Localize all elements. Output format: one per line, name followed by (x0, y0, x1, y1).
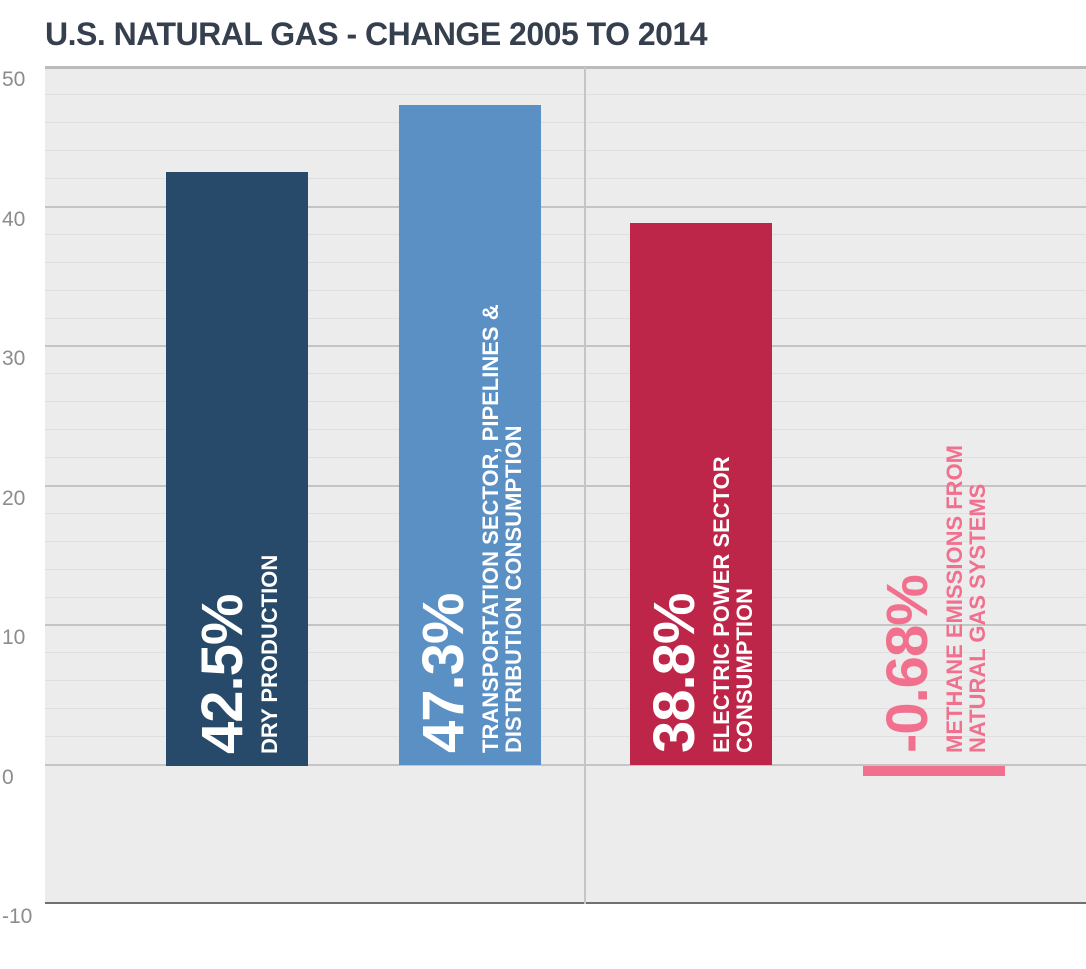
minor-gridline (45, 736, 1086, 738)
major-gridline (45, 66, 1086, 69)
major-gridline (45, 624, 1086, 626)
bar-label-methane-emissions-natural-gas-systems: -0.68% METHANE EMISSIONS FROM NATURAL GAS … (875, 444, 990, 753)
bar-value-label: -0.68% (875, 574, 940, 753)
y-tick-label: 0 (2, 765, 14, 789)
bar-category-label: METHANE EMISSIONS FROM NATURAL GAS SYSTEM… (942, 444, 990, 753)
minor-gridline (45, 708, 1086, 710)
minor-gridline (45, 652, 1086, 654)
minor-gridline (45, 122, 1086, 124)
minor-gridline (45, 233, 1086, 235)
bar-dry-production: 42.5% DRY PRODUCTION (166, 171, 308, 766)
plot-area: 42.5% DRY PRODUCTION 47.3% TRANSPORTATION S… (45, 66, 1086, 904)
minor-gridline (45, 317, 1086, 319)
y-tick-label: -10 (2, 905, 33, 928)
major-gridline (45, 484, 1086, 487)
y-tick-label: 50 (2, 68, 26, 91)
minor-gridline (45, 289, 1086, 291)
minor-gridline (45, 680, 1086, 682)
bar-value-label: 38.8% (642, 594, 707, 754)
y-tick-label: 30 (2, 347, 26, 370)
bar-methane-emissions-natural-gas-systems (863, 765, 1005, 776)
bar-label-dry-production: 42.5% DRY PRODUCTION (189, 554, 282, 754)
minor-gridline (45, 568, 1086, 570)
x-axis-line (45, 902, 1086, 904)
minor-gridline (45, 401, 1086, 403)
bar-category-label: TRANSPORTATION SECTOR, PIPELINES & DISTRI… (478, 304, 526, 754)
bar-transportation-pipelines-distribution-consumption: 47.3% TRANSPORTATION SECTOR, PIPELINES & D… (399, 104, 541, 766)
chart-title: U.S. NATURAL GAS - CHANGE 2005 TO 2014 (45, 16, 708, 52)
bar-label-transportation-pipelines-distribution-consumption: 47.3% TRANSPORTATION SECTOR, PIPELINES & D… (411, 304, 526, 754)
y-tick-label: 20 (2, 486, 26, 510)
bar-electric-power-sector-consumption: 38.8% ELECTRIC POWER SECTOR CONSUMPTION (630, 223, 772, 766)
minor-gridline (45, 512, 1086, 514)
bar-value-label: 47.3% (411, 594, 476, 754)
bar-label-electric-power-sector-consumption: 38.8% ELECTRIC POWER SECTOR CONSUMPTION (642, 456, 757, 754)
bar-category-label: ELECTRIC POWER SECTOR CONSUMPTION (709, 456, 757, 754)
minor-gridline (45, 429, 1086, 431)
minor-gridline (45, 94, 1086, 96)
y-tick-label: 10 (2, 626, 26, 649)
minor-gridline (45, 178, 1086, 180)
minor-gridline (45, 373, 1086, 375)
minor-gridline (45, 596, 1086, 598)
bar-category-label: DRY PRODUCTION (256, 554, 282, 754)
vertical-divider-gridline (584, 67, 586, 904)
major-gridline (45, 205, 1086, 208)
minor-gridline (45, 457, 1086, 459)
minor-gridline (45, 540, 1086, 542)
major-gridline (45, 345, 1086, 347)
major-gridline (45, 763, 1086, 766)
minor-gridline (45, 261, 1086, 263)
minor-gridline (45, 150, 1086, 152)
y-tick-label: 40 (2, 207, 26, 231)
bar-value-label: 42.5% (189, 594, 255, 754)
